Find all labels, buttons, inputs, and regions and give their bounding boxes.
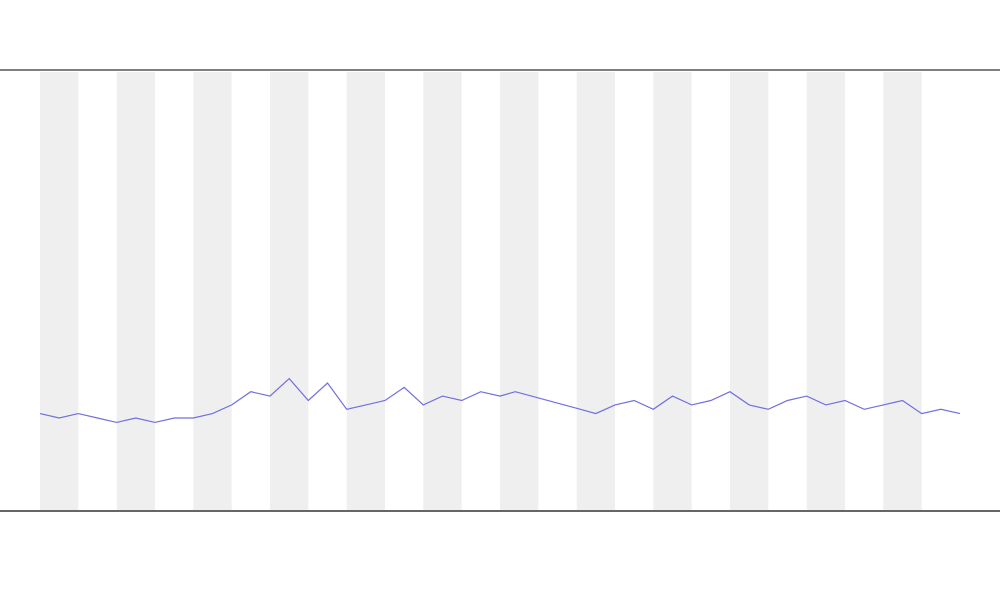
shade-band [270,72,309,510]
shade-band [576,72,615,510]
shade-band [346,72,385,510]
shade-band [653,72,692,510]
shade-band [806,72,845,510]
shade-band [883,72,922,510]
shade-band [193,72,232,510]
shade-band [500,72,539,510]
shade-band [116,72,155,510]
shade-band [40,72,79,510]
series-line [39,377,961,424]
shade-band [730,72,769,510]
shade-band [423,72,462,510]
